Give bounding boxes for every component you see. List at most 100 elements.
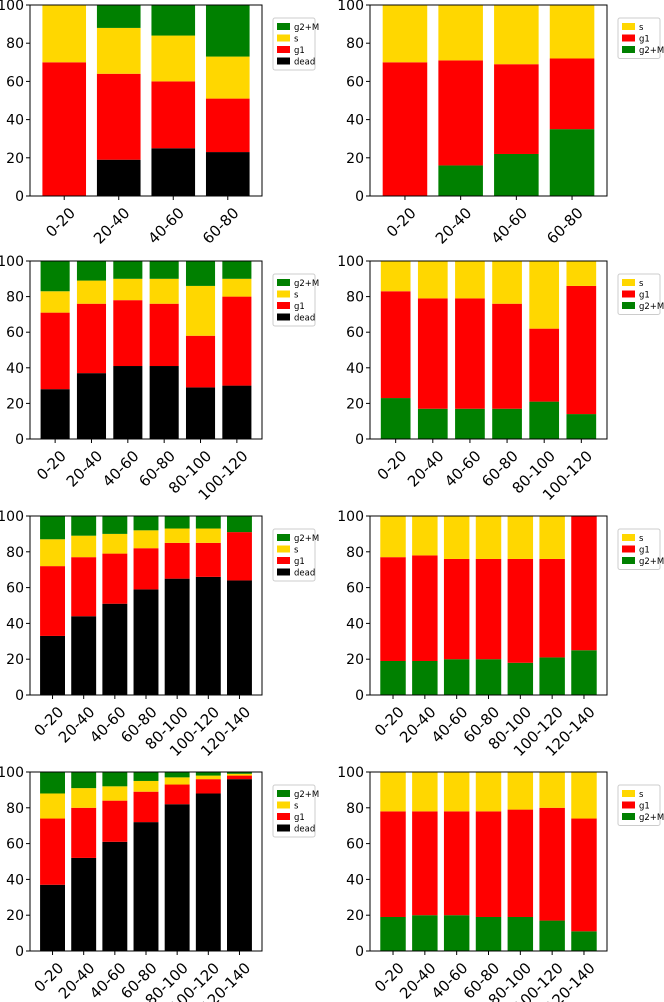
- bar-s-40-60: [151, 35, 196, 82]
- bar-g2plusm-100-120: [566, 414, 597, 439]
- bar-g1-60-80: [475, 811, 502, 917]
- bar-dead-60-80: [133, 589, 159, 695]
- legend-label-dead: dead: [294, 569, 315, 579]
- legend-label-dead: dead: [294, 314, 315, 324]
- bar-g2plusm-80-100: [507, 916, 534, 951]
- bar-s-20-40: [417, 261, 448, 299]
- x-tick-label: 60-80: [199, 204, 243, 248]
- bar-g1-60-80: [133, 548, 159, 590]
- bar-s-20-40: [412, 772, 438, 812]
- bar-g2plusm-20-40: [412, 660, 438, 695]
- bar-g2plusm-60-80: [492, 408, 522, 439]
- bar-g2plusm-20-40: [438, 165, 483, 196]
- bar-g2plusm-80-100: [164, 516, 190, 529]
- plot-frame: [369, 515, 608, 696]
- bar-s-0-20: [382, 5, 428, 63]
- y-tick-label: 40: [6, 872, 24, 888]
- legend-swatch-g1: [622, 290, 635, 298]
- chart-panel-6: 0-2020-4040-6060-8080-100100-120120-1400…: [337, 509, 664, 760]
- bar-g2plusm-0-20: [380, 916, 406, 951]
- bar-dead-40-60: [151, 148, 196, 196]
- plot-frame: [29, 771, 263, 952]
- y-tick-label: 60: [6, 74, 24, 90]
- bar-s-80-100: [507, 772, 534, 810]
- bar-g1-100-120: [539, 807, 565, 921]
- bar-dead-60-80: [149, 366, 179, 439]
- plot-frame: [369, 771, 608, 952]
- y-tick-label: 100: [337, 765, 364, 781]
- chart-panel-8: 0-2020-4040-6060-8080-100100-120120-1400…: [337, 765, 664, 1002]
- legend: g2+M sg1 dead: [272, 273, 319, 327]
- bar-dead-40-60: [113, 366, 143, 439]
- x-tick-label: 0-20: [383, 204, 420, 241]
- bar-g1-60-80: [492, 303, 522, 409]
- bar-s-0-20: [40, 793, 65, 819]
- bar-dead-40-60: [102, 603, 128, 695]
- y-tick-label: 60: [346, 325, 364, 341]
- bar-g2plusm-60-80: [149, 261, 179, 279]
- bar-g1-100-120: [222, 296, 252, 386]
- bar-dead-120-140: [227, 580, 252, 695]
- bar-s-80-100: [529, 261, 560, 329]
- bar-g1-80-100: [507, 809, 534, 917]
- bar-g1-40-60: [113, 300, 143, 367]
- bar-g1-0-20: [40, 818, 65, 885]
- y-tick-label: 80: [346, 36, 364, 52]
- bar-dead-0-20: [40, 884, 65, 951]
- bar-s-60-80: [475, 516, 502, 559]
- legend: g2+M sg1 dead: [272, 17, 319, 71]
- bar-g2plusm-80-100: [164, 772, 190, 778]
- bar-g2plusm-100-120: [195, 772, 221, 776]
- bar-s-120-140: [571, 772, 597, 819]
- bar-g1-60-80: [475, 558, 502, 660]
- legend-label-s: s: [294, 802, 299, 812]
- y-tick-label: 20: [6, 396, 24, 412]
- bar-g2plusm-20-40: [71, 772, 97, 789]
- bar-s-0-20: [42, 5, 87, 63]
- bar-dead-20-40: [71, 857, 97, 951]
- legend-label-g1: g1: [639, 291, 650, 301]
- bar-g1-40-60: [494, 64, 539, 154]
- bar-g2plusm-40-60: [443, 659, 470, 695]
- y-tick-label: 100: [0, 0, 24, 14]
- x-tick-label: 40-60: [99, 447, 143, 491]
- legend-box: [272, 17, 316, 71]
- y-tick-label: 20: [6, 908, 24, 924]
- y-tick-label: 0: [15, 432, 24, 448]
- bar-g1-60-80: [149, 303, 179, 367]
- bar-g1-80-100: [185, 335, 216, 388]
- bar-g1-40-60: [151, 81, 196, 149]
- bar-dead-40-60: [102, 841, 128, 951]
- legend-box: [272, 528, 316, 582]
- bar-g2plusm-0-20: [40, 261, 70, 292]
- bar-s-20-40: [71, 535, 97, 558]
- legend-swatch-g2plusm: [622, 46, 635, 53]
- x-tick-label: 60-80: [543, 204, 587, 248]
- legend: g2+M sg1 dead: [272, 528, 319, 582]
- legend-label-g1: g1: [294, 813, 305, 823]
- bar-s-60-80: [549, 5, 595, 59]
- y-tick-label: 80: [6, 545, 24, 561]
- bar-g1-100-120: [195, 542, 221, 577]
- plot-frame: [369, 260, 608, 440]
- bar-g1-80-100: [164, 784, 190, 805]
- bar-s-60-80: [149, 278, 179, 304]
- legend-swatch-g2plusm: [622, 302, 635, 309]
- y-tick-label: 0: [15, 944, 24, 960]
- x-tick-label: 20-40: [90, 204, 134, 248]
- bar-dead-100-120: [195, 576, 221, 695]
- bar-g2plusm-60-80: [475, 659, 502, 695]
- bar-dead-100-120: [222, 385, 252, 439]
- bar-g2plusm-20-40: [76, 261, 107, 281]
- y-tick-label: 100: [337, 0, 364, 14]
- legend-swatch-g2plusm: [622, 813, 635, 820]
- bar-g2plusm-20-40: [417, 408, 448, 439]
- bar-g1-120-140: [227, 532, 252, 581]
- legend-box: [272, 784, 316, 838]
- bar-g1-40-60: [443, 558, 470, 660]
- legend-swatch-s: [622, 534, 635, 541]
